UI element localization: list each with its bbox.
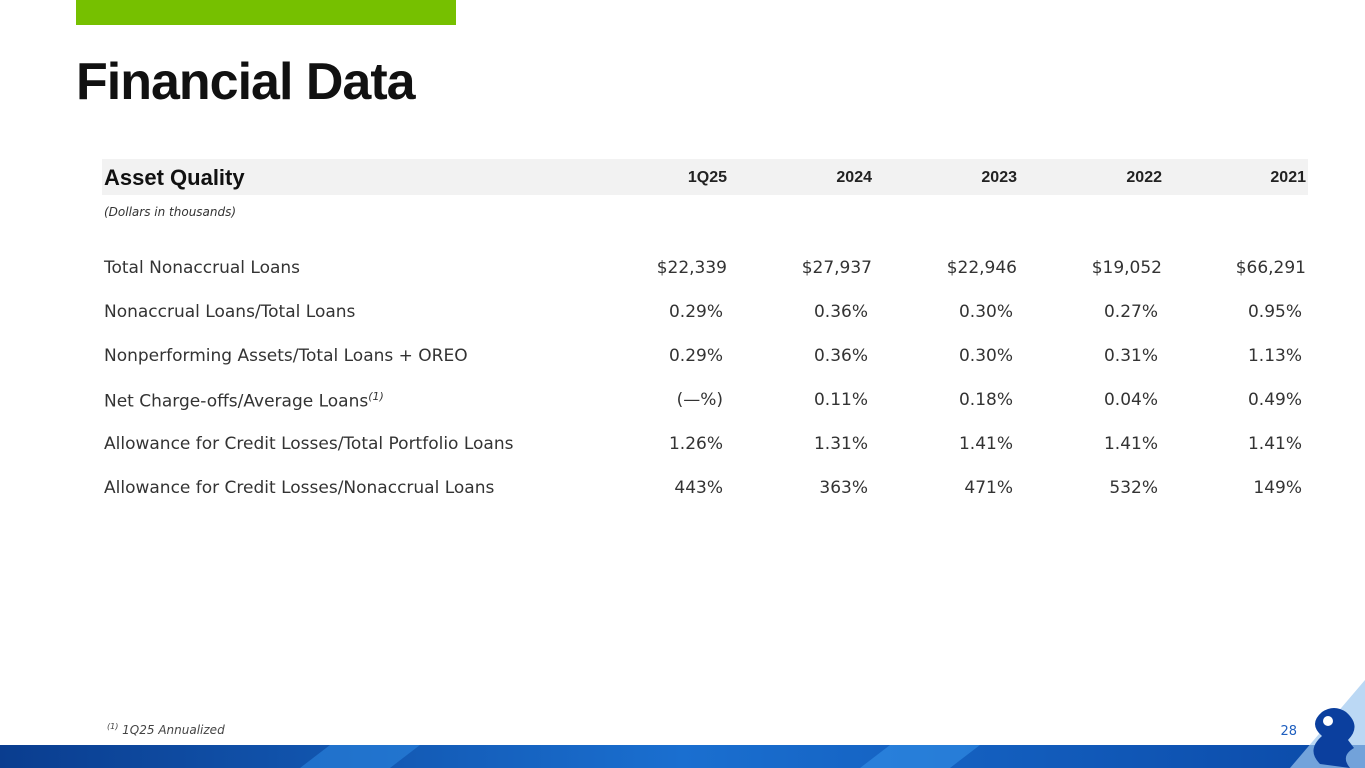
table-cell: 0.11% (813, 390, 868, 410)
table-cell: 0.49% (1247, 390, 1302, 410)
table-row: Total Nonaccrual Loans $22,339 $27,937 $22,… (102, 256, 1308, 286)
table-cell: 0.36% (813, 302, 868, 322)
table-cell: 0.29% (668, 302, 723, 322)
table-cell: 0.29% (668, 346, 723, 366)
row-label-text: Allowance for Credit Losses/Total Portfo… (104, 434, 514, 454)
header-cell: 2023 (981, 169, 1017, 186)
table-row: Net Charge-offs/Average Loans(1) (—%) 0.11… (102, 388, 1308, 418)
table-cell: 1.31% (813, 434, 868, 454)
row-label-text: Nonaccrual Loans/Total Loans (104, 302, 356, 322)
table-cell: 0.31% (1103, 346, 1158, 366)
row-label-text: Nonperforming Assets/Total Loans + OREO (104, 346, 468, 366)
table-row: Nonperforming Assets/Total Loans + OREO 0… (102, 344, 1308, 374)
table-row: Allowance for Credit Losses/Nonaccrual L… (102, 476, 1308, 506)
table-cell: 0.04% (1103, 390, 1158, 410)
table-cell: $19,052 (1091, 258, 1162, 278)
table-cell: 443% (674, 478, 723, 498)
footnote: (1) 1Q25 Annualized (107, 722, 225, 737)
row-label-text: Total Nonaccrual Loans (104, 258, 301, 278)
header-label: Asset Quality (104, 165, 245, 190)
header-cell: 2021 (1270, 169, 1306, 186)
table-cell: 532% (1109, 478, 1158, 498)
table-cell: 1.26% (668, 434, 723, 454)
footnote-text: 1Q25 Annualized (122, 723, 225, 737)
row-label: Allowance for Credit Losses/Total Portfo… (104, 434, 514, 454)
table-cell: 0.18% (958, 390, 1013, 410)
table-cell: $22,339 (656, 258, 727, 278)
header-cell: 2024 (836, 169, 872, 186)
footnote-mark: (1) (107, 722, 119, 731)
page-number: 28 (1280, 724, 1297, 739)
row-label-text: Allowance for Credit Losses/Nonaccrual L… (104, 478, 495, 498)
table-cell: 471% (964, 478, 1013, 498)
header-row: Asset Quality 1Q25 2024 2023 2022 2021 (102, 159, 1308, 195)
data-table: Asset Quality 1Q25 2024 2023 2022 2021 (Dolla… (102, 159, 1308, 498)
table-cell: $27,937 (801, 258, 872, 278)
table-cell: 0.30% (958, 302, 1013, 322)
table-cell: 1.41% (958, 434, 1013, 454)
table-row: Allowance for Credit Losses/Total Portfo… (102, 432, 1308, 462)
row-label-text: Net Charge-offs/Average Loans (104, 391, 369, 412)
table-cell: $22,946 (946, 258, 1017, 278)
table-subtitle: (Dollars in thousands) (104, 205, 237, 219)
table-row: Nonaccrual Loans/Total Loans 0.29% 0.36% 0.… (102, 300, 1308, 330)
table-cell: 363% (819, 478, 868, 498)
table-cell: 1.13% (1247, 346, 1302, 366)
table-cell: 0.95% (1247, 302, 1302, 322)
table-cell: 0.36% (813, 346, 868, 366)
page-title: Financial Data (76, 53, 416, 111)
table-cell: 1.41% (1247, 434, 1302, 454)
header-cell: 2022 (1126, 169, 1162, 186)
row-label: Total Nonaccrual Loans (104, 258, 300, 278)
footer-band (0, 680, 1365, 768)
table-cell: (—%) (676, 390, 723, 410)
table-cell: 1.41% (1103, 434, 1158, 454)
table-cell: 0.27% (1103, 302, 1158, 322)
table-cell: $66,291 (1235, 258, 1306, 278)
row-label: Nonaccrual Loans/Total Loans (104, 302, 355, 322)
row-label: Allowance for Credit Losses/Nonaccrual L… (104, 478, 494, 498)
header-cell: 1Q25 (687, 169, 727, 186)
accent-bar (76, 0, 456, 25)
row-label: Net Charge-offs/Average Loans(1) (104, 390, 384, 412)
table-cell: 0.30% (958, 346, 1013, 366)
footnote-ref: (1) (368, 390, 384, 403)
row-label: Nonperforming Assets/Total Loans + OREO (104, 346, 468, 366)
table-cell: 149% (1253, 478, 1302, 498)
